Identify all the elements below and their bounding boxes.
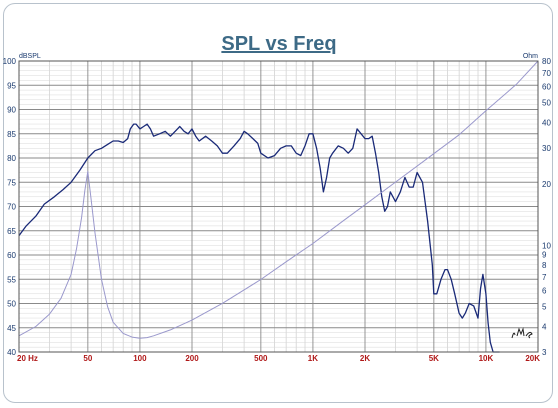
x-tick-label: 2K bbox=[360, 354, 370, 363]
y2-tick-label: 80 bbox=[542, 57, 551, 66]
y-tick-label: 50 bbox=[7, 300, 16, 309]
y2-tick-label: 40 bbox=[542, 118, 551, 127]
y-tick-label: 65 bbox=[7, 227, 16, 236]
y2-tick-label: 30 bbox=[542, 144, 551, 153]
y2-tick-label: 10 bbox=[542, 241, 551, 250]
x-tick-label: 100 bbox=[133, 354, 147, 363]
y-tick-label: 80 bbox=[7, 154, 16, 163]
x-tick-label: 1K bbox=[308, 354, 318, 363]
x-tick-label: 200 bbox=[185, 354, 199, 363]
x-tick-label: 500 bbox=[254, 354, 268, 363]
y-tick-label: 85 bbox=[7, 130, 16, 139]
y2-tick-label: 9 bbox=[542, 251, 547, 260]
y-tick-label: 95 bbox=[7, 81, 16, 90]
y-tick-label: 40 bbox=[7, 348, 16, 357]
x-tick-label: 10K bbox=[479, 354, 494, 363]
x-tick-label: 20 Hz bbox=[17, 354, 38, 363]
y2-tick-label: 50 bbox=[542, 99, 551, 108]
chart-title: SPL vs Freq bbox=[221, 33, 337, 55]
y2-tick-label: 70 bbox=[542, 69, 551, 78]
y-tick-label: 55 bbox=[7, 275, 16, 284]
plot-border bbox=[18, 60, 539, 353]
left-axis-unit: dBSPL bbox=[19, 53, 41, 60]
y-tick-label: 60 bbox=[7, 251, 16, 260]
y2-tick-label: 60 bbox=[542, 82, 551, 91]
x-tick-label: 5K bbox=[429, 354, 439, 363]
impedance-line bbox=[18, 60, 539, 339]
y-tick-label: 75 bbox=[7, 178, 16, 187]
spl-line bbox=[18, 123, 500, 353]
y-tick-label: 45 bbox=[7, 324, 16, 333]
x-tick-label: 50 bbox=[83, 354, 92, 363]
y2-tick-label: 3 bbox=[542, 348, 547, 357]
y2-tick-label: 5 bbox=[542, 303, 547, 312]
y-tick-label: 90 bbox=[7, 106, 16, 115]
y2-tick-label: 20 bbox=[542, 180, 551, 189]
right-axis-unit: Ohm bbox=[523, 53, 538, 60]
y2-tick-label: 6 bbox=[542, 287, 547, 296]
y-tick-label: 100 bbox=[3, 57, 17, 66]
y2-tick-label: 4 bbox=[542, 323, 547, 332]
y2-tick-label: 7 bbox=[542, 273, 547, 282]
x-tick-label: 20K bbox=[525, 354, 540, 363]
lms-logo bbox=[511, 327, 533, 339]
y-tick-label: 70 bbox=[7, 203, 16, 212]
y2-tick-label: 8 bbox=[542, 261, 547, 270]
